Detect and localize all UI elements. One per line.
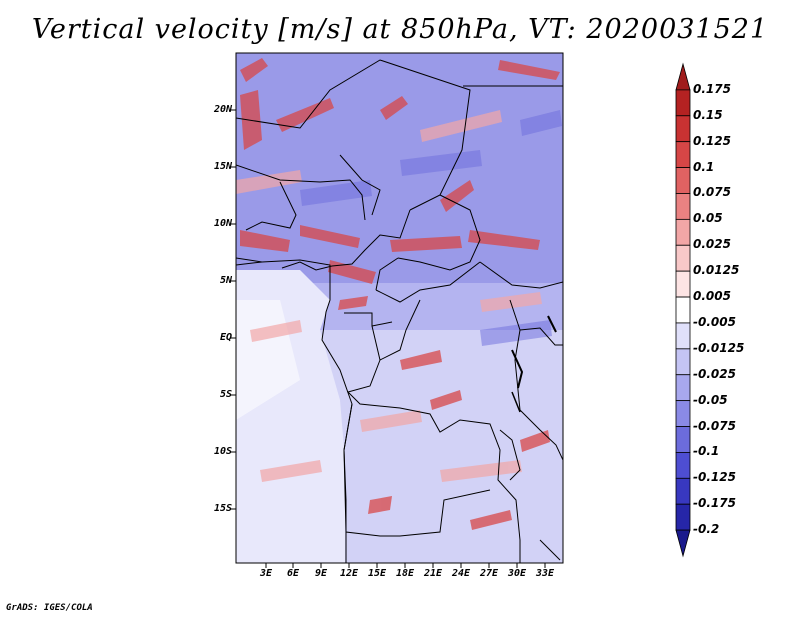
lon-label-27e: 27E bbox=[479, 568, 499, 579]
colorbar-level-label: 0.125 bbox=[693, 133, 731, 148]
velocity-field bbox=[236, 53, 563, 563]
colorbar-segment bbox=[675, 400, 691, 427]
colorbar-level-label: -0.075 bbox=[693, 418, 736, 433]
axis-ticks bbox=[231, 109, 546, 568]
colorbar-segment bbox=[675, 218, 691, 246]
map-frame bbox=[235, 52, 564, 564]
lat-label-20n: 20N bbox=[213, 104, 232, 115]
colorbar-level-label: -0.005 bbox=[693, 314, 736, 329]
colorbar-level-label: -0.05 bbox=[693, 392, 728, 407]
lon-label-24e: 24E bbox=[451, 568, 471, 579]
lon-label-12e: 12E bbox=[339, 568, 359, 579]
lat-label-eq: EQ bbox=[219, 332, 232, 343]
lon-label-6e: 6E bbox=[286, 568, 300, 579]
lat-label-5n: 5N bbox=[219, 275, 232, 286]
colorbar-segment bbox=[675, 193, 691, 220]
colorbar-segment bbox=[675, 452, 691, 479]
lon-label-21e: 21E bbox=[423, 568, 443, 579]
colorbar-segment bbox=[675, 426, 691, 453]
lon-label-3e: 3E bbox=[259, 568, 273, 579]
lat-label-5s: 5S bbox=[219, 389, 232, 400]
lon-label-15e: 15E bbox=[367, 568, 387, 579]
lat-label-15n: 15N bbox=[213, 161, 232, 172]
colorbar-level-label: -0.125 bbox=[693, 470, 736, 485]
lon-label-33e: 33E bbox=[535, 568, 555, 579]
colorbar-segment bbox=[675, 322, 691, 350]
colorbar-segment bbox=[675, 141, 691, 168]
colorbar-level-label: -0.1 bbox=[693, 444, 720, 459]
map-title: Vertical velocity [m/s] at 850hPa, VT: 2… bbox=[31, 14, 769, 45]
colorbar bbox=[675, 62, 691, 558]
lon-label-30e: 30E bbox=[507, 568, 527, 579]
lat-label-10n: 10N bbox=[213, 218, 232, 229]
colorbar-segment bbox=[675, 477, 691, 505]
colorbar-level-label: 0.05 bbox=[693, 211, 723, 226]
colorbar-segment bbox=[675, 62, 691, 91]
colorbar-segment bbox=[675, 270, 691, 298]
colorbar-level-label: -0.0125 bbox=[693, 340, 745, 355]
colorbar-level-label: 0.15 bbox=[693, 107, 723, 122]
colorbar-segment bbox=[675, 529, 691, 558]
colorbar-segment bbox=[675, 503, 691, 531]
colorbar-level-label: 0.1 bbox=[693, 159, 715, 174]
footer-credit: GrADS: IGES/COLA bbox=[6, 603, 93, 613]
colorbar-segment bbox=[675, 244, 691, 272]
colorbar-segment bbox=[675, 348, 691, 376]
colorbar-level-label: 0.005 bbox=[693, 289, 731, 304]
colorbar-level-label: 0.025 bbox=[693, 237, 731, 252]
colorbar-level-label: 0.175 bbox=[693, 81, 731, 96]
colorbar-level-label: -0.025 bbox=[693, 366, 736, 381]
colorbar-level-label: 0.0125 bbox=[693, 263, 740, 278]
lon-label-18e: 18E bbox=[395, 568, 415, 579]
lat-label-10s: 10S bbox=[213, 446, 232, 457]
colorbar-level-label: -0.2 bbox=[693, 522, 720, 537]
colorbar-segment bbox=[675, 115, 691, 143]
colorbar-segment bbox=[675, 374, 691, 402]
lon-label-9e: 9E bbox=[314, 568, 328, 579]
colorbar-level-label: -0.175 bbox=[693, 496, 736, 511]
colorbar-segment bbox=[675, 89, 691, 117]
lat-label-15s: 15S bbox=[213, 503, 232, 514]
colorbar-segment bbox=[675, 167, 691, 194]
colorbar-segment bbox=[675, 296, 691, 324]
colorbar-level-label: 0.075 bbox=[693, 185, 731, 200]
